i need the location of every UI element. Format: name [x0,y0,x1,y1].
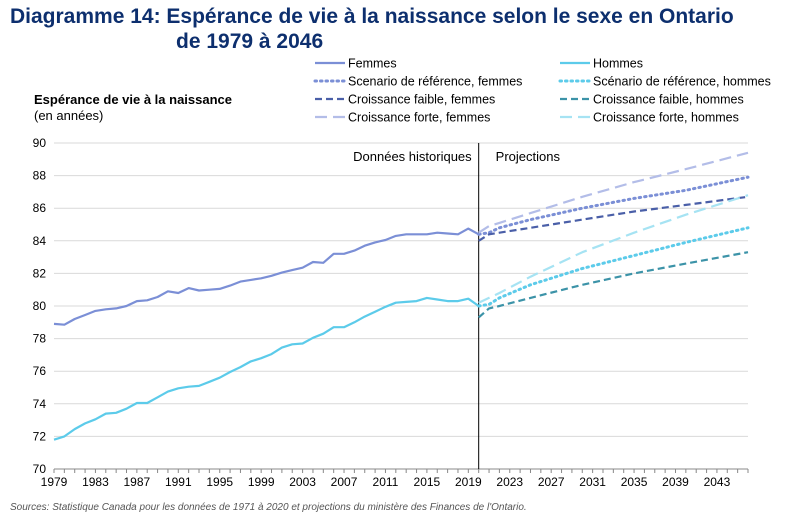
title-line-1: Diagramme 14: Espérance de vie à la nais… [10,5,734,28]
x-tick-label: 2003 [289,475,316,489]
y-tick-label: 82 [33,266,47,280]
title-line-2: de 1979 à 2046 [176,30,324,53]
legend-label: Croissance faible, hommes [593,93,744,107]
legend-label: Femmes [348,57,397,71]
x-tick-label: 2035 [621,475,648,489]
y-axis-unit: (en années) [34,108,104,123]
x-tick-label: 2039 [662,475,689,489]
source-note: Sources: Statistique Canada pour les don… [10,502,527,513]
x-tick-label: 1999 [248,475,275,489]
legend-label: Croissance forte, femmes [348,111,490,125]
x-tick-label: 1987 [124,475,151,489]
series-line [53,296,480,441]
legend-label: Scénario de référence, hommes [593,75,771,89]
y-tick-label: 72 [33,429,47,443]
x-tick-label: 2019 [455,475,482,489]
y-tick-label: 90 [33,136,47,150]
x-tick-label: 2027 [538,475,565,489]
legend-label: Croissance faible, femmes [348,93,495,107]
chart-title: Diagramme 14: Espérance de vie à la nais… [10,4,800,54]
y-tick-label: 84 [33,234,47,248]
legend-label: Hommes [593,57,643,71]
annotation-projections: Projections [496,149,561,164]
series-line [478,195,749,242]
y-tick-label: 70 [33,462,47,476]
y-tick-label: 80 [33,299,47,313]
series-line [478,194,749,304]
series-line [477,251,749,319]
x-tick-label: 1991 [165,475,192,489]
series-line [478,151,749,234]
legend-label: Scenario de référence, femmes [348,75,522,89]
series-line [477,226,750,308]
x-tick-label: 1995 [206,475,233,489]
x-tick-label: 2031 [579,475,606,489]
x-tick-label: 2043 [704,475,731,489]
y-axis-title: Espérance de vie à la naissance (en anné… [34,92,232,124]
y-tick-label: 74 [33,397,47,411]
x-tick-label: 2007 [331,475,358,489]
y-tick-label: 78 [33,332,47,346]
x-tick-label: 1983 [82,475,109,489]
x-tick-label: 1979 [41,475,68,489]
x-tick-label: 2023 [496,475,523,489]
x-tick-label: 2015 [414,475,441,489]
annotation-historical: Données historiques [353,149,472,164]
legend-label: Croissance forte, hommes [593,111,739,125]
series-line [477,175,750,236]
y-tick-label: 86 [33,201,47,215]
y-axis-label: Espérance de vie à la naissance [34,92,233,107]
y-tick-label: 76 [33,364,47,378]
y-tick-label: 88 [33,169,47,183]
x-tick-label: 2011 [373,475,399,489]
series-line [53,227,480,326]
